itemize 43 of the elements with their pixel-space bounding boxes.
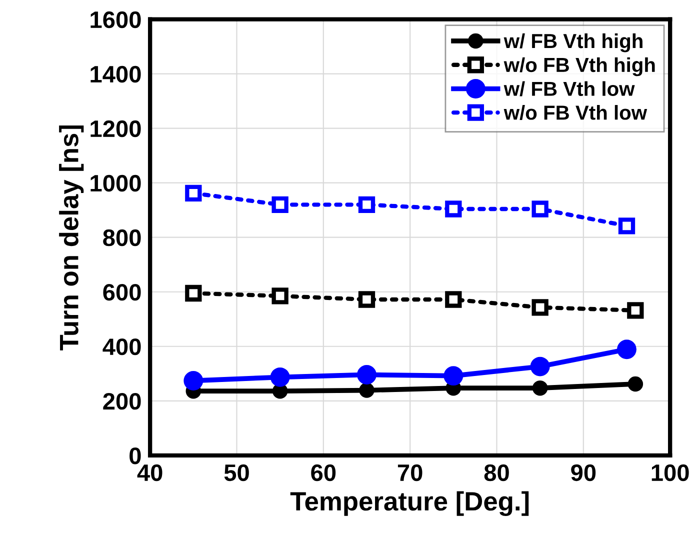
legend-label: w/ FB Vth high [504,33,642,52]
point [445,200,462,218]
point [532,200,548,218]
point [445,291,462,308]
point [532,380,548,396]
x-tick-label: 40 [137,464,162,482]
point [618,218,636,234]
point [270,367,290,387]
point [184,371,204,390]
y-tick-label: 1400 [90,66,141,83]
point [628,376,644,392]
point [358,291,376,308]
y-tick-label: 800 [103,229,141,246]
y-tick-label: 600 [103,284,141,301]
y-tick-label: 200 [103,392,141,410]
point [185,284,202,302]
point [272,196,288,213]
y-axis-title: Turn on delay [ns] [59,125,84,350]
point [272,288,288,304]
y-tick-label: 0 [130,447,141,464]
point [627,302,644,319]
x-tick-label: 70 [398,464,422,482]
x-axis-title: Temperature [Deg.] [290,491,529,516]
legend-label: w/o FB Vth low [504,105,648,120]
point [532,299,548,316]
y-tick-label: 1200 [90,120,141,138]
legend-label: w/o FB Vth high [504,57,655,76]
y-tick-label: 1000 [90,174,141,192]
legend-label: w/ FB Vth low [504,81,635,96]
x-tick-label: 100 [652,464,689,482]
x-tick-label: 80 [484,464,509,482]
x-tick-label: 90 [571,464,596,482]
point [617,340,636,360]
y-tick-label: 400 [102,338,141,356]
point [444,366,464,386]
x-tick-label: 60 [311,464,336,482]
point [359,382,374,398]
point [185,184,202,202]
point [530,356,550,376]
point [357,365,376,384]
y-tick-label: 1600 [90,11,141,28]
x-tick-label: 50 [224,464,249,482]
point [358,196,376,213]
